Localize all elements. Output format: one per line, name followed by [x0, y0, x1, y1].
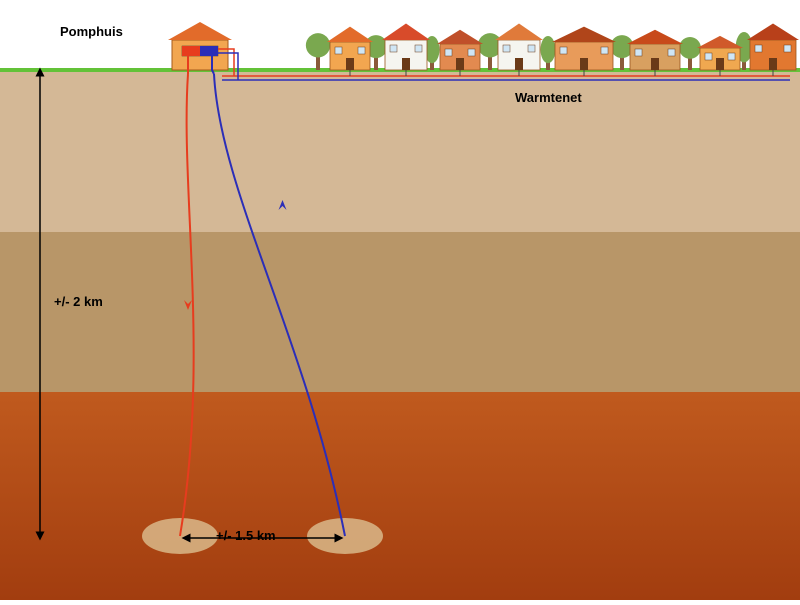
depth-label: +/- 2 km	[54, 294, 103, 309]
spacing-label: +/- 1.5 km	[216, 528, 276, 543]
pomphuis-label: Pomphuis	[60, 24, 123, 39]
warmtenet-label: Warmtenet	[515, 90, 582, 105]
diagram-canvas: Pomphuis Warmtenet +/- 2 km +/- 1.5 km	[0, 0, 800, 600]
diagram-svg	[0, 0, 800, 600]
